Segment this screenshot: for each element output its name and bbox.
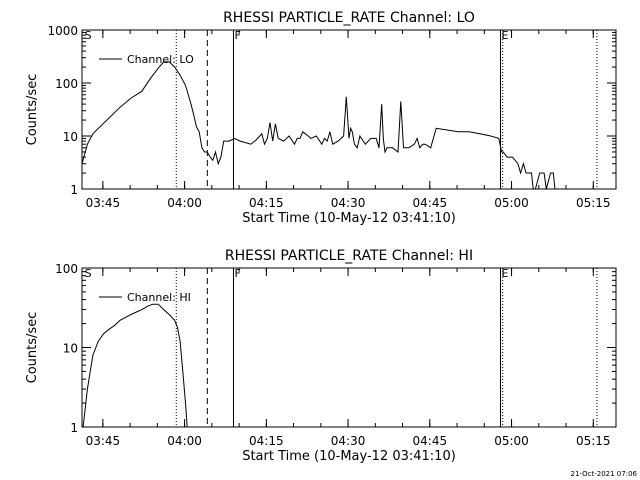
event-marker-label: S: [85, 267, 92, 280]
x-tick-label: 05:15: [576, 434, 611, 448]
x-axis-label: Start Time (10-May-12 03:41:10): [242, 211, 456, 226]
y-axis-label: Counts/sec: [25, 312, 40, 384]
x-tick-label: 04:30: [331, 434, 366, 448]
y-tick-label: 10: [63, 130, 78, 144]
legend-label: Channel: LO: [127, 53, 194, 66]
y-axis-label: Counts/sec: [25, 74, 40, 146]
event-marker-label: S: [85, 29, 92, 42]
x-tick-label: 04:30: [331, 196, 366, 210]
x-tick-label: 03:45: [86, 196, 121, 210]
x-tick-label: 04:15: [249, 434, 284, 448]
y-tick-label: 1: [70, 421, 78, 435]
series-line: [81, 61, 559, 190]
series-line: [82, 303, 188, 428]
y-tick-label: 1: [70, 183, 78, 197]
chart-title: RHESSI PARTICLE_RATE Channel: LO: [223, 10, 475, 26]
plot-frame: [81, 29, 617, 190]
y-tick-label: 100: [55, 77, 78, 91]
x-tick-label: 04:15: [249, 196, 284, 210]
x-tick-label: 03:45: [86, 434, 121, 448]
x-tick-label: 04:00: [167, 196, 202, 210]
legend-label: Channel: HI: [127, 291, 191, 304]
x-tick-label: 05:15: [576, 196, 611, 210]
x-tick-label: 04:45: [413, 434, 448, 448]
chart-title: RHESSI PARTICLE_RATE Channel: HI: [225, 248, 473, 264]
x-tick-label: 04:45: [413, 196, 448, 210]
y-tick-label: 100: [55, 262, 78, 276]
event-marker-label: F: [234, 29, 240, 42]
event-marker-label: E: [501, 267, 508, 280]
event-marker-label: E: [501, 29, 508, 42]
event-marker-label: F: [234, 267, 240, 280]
x-tick-label: 05:00: [494, 434, 529, 448]
y-tick-label: 10: [63, 342, 78, 356]
x-tick-label: 04:00: [167, 434, 202, 448]
y-tick-label: 1000: [47, 24, 78, 38]
footer-timestamp: 21-Oct-2021 07:06: [571, 470, 638, 478]
x-tick-label: 05:00: [494, 196, 529, 210]
x-axis-label: Start Time (10-May-12 03:41:10): [242, 449, 456, 464]
